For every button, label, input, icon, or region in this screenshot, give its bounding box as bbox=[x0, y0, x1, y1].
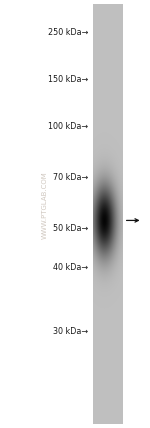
Text: 30 kDa→: 30 kDa→ bbox=[53, 327, 88, 336]
Bar bbox=[93, 4, 123, 424]
Text: 100 kDa→: 100 kDa→ bbox=[48, 122, 88, 131]
Text: WWW.PTGLAB.COM: WWW.PTGLAB.COM bbox=[42, 172, 48, 239]
Text: 150 kDa→: 150 kDa→ bbox=[48, 74, 88, 84]
Text: 40 kDa→: 40 kDa→ bbox=[53, 263, 88, 272]
Text: 50 kDa→: 50 kDa→ bbox=[53, 224, 88, 234]
Text: 70 kDa→: 70 kDa→ bbox=[53, 173, 88, 182]
Text: 250 kDa→: 250 kDa→ bbox=[48, 27, 88, 37]
